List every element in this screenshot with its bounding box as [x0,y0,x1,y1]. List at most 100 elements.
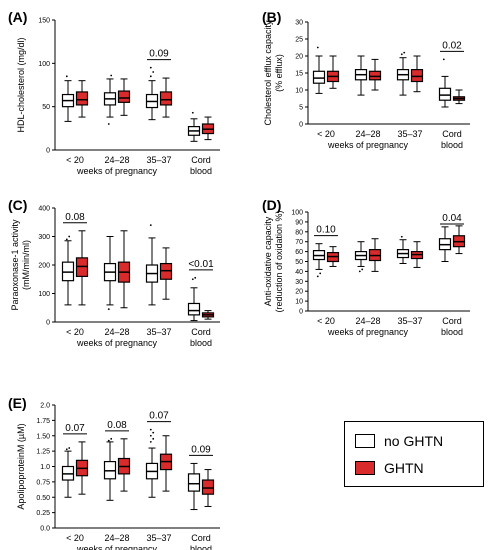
p-value-label: <0.01 [188,259,214,270]
box-no-ghtn [396,51,410,96]
y-axis-label-line: (mM/min/ml) [21,240,31,290]
p-value-label: 0.08 [107,420,127,431]
outlier-point [442,58,445,61]
y-tick-label: 0.25 [36,510,50,517]
outlier-point [152,431,155,434]
p-value-label: 0.07 [65,423,85,434]
panel-e: (E) 0.0 0.25 0.50 0.75 1.0 1.25 1.50 1.75 2.0 Apol… [8,395,220,550]
box-ghtn [201,310,215,320]
y-tick-label: 0.0 [40,526,50,533]
box-ghtn [117,438,131,492]
box-iqr [187,473,201,492]
x-axis-label: weeks of pregnancy [76,166,158,176]
box-no-ghtn [354,241,368,273]
outlier-point [68,447,71,449]
x-tick-label: Cord blood [190,533,212,550]
legend-label-no-ghtn: no GHTN [384,433,444,449]
outlier-point [65,238,68,241]
x-axis-label: weeks of pregnancy [76,338,158,348]
box-ghtn [410,241,424,268]
outlier-point [316,275,319,278]
box-iqr [410,68,424,83]
panel-b: (B) 0 5 10 15 20 25 30 Cholesterol efflux capaci… [262,9,470,150]
outlier-point [149,75,152,78]
panel-d: (D) 0 10 20 30 40 50 60 70 80 90 100 Anti-oxidative … [262,197,470,337]
p-value-label: 0.02 [442,40,462,51]
x-tick-label-line: blood [441,140,463,150]
x-tick-label-line: Cord [191,327,211,337]
y-tick-label: 90 [295,219,303,226]
y-tick-label: 1.0 [40,464,50,471]
outlier-point [68,235,71,238]
x-tick-label: < 20 [317,129,335,139]
y-tick-label: 2.0 [40,403,50,410]
outlier-point [65,448,68,451]
box-no-ghtn [354,55,368,96]
x-axis-label: weeks of pregnancy [327,327,409,337]
outlier-point [110,74,113,77]
outlier-point [400,53,403,56]
x-tick-label: < 20 [66,155,84,165]
outlier-point [107,308,110,311]
y-tick-label: 150 [38,18,50,25]
outlier-point [152,437,155,440]
x-tick-label: 24–28 [104,327,129,337]
x-tick-label-line: Cord [191,533,211,543]
outlier-point [107,439,110,442]
box-ghtn [201,116,215,141]
p-value-label: 0.09 [191,444,211,455]
outlier-point [191,111,194,114]
legend-item-ghtn: GHTN [355,459,424,477]
y-tick-label: 10 [295,299,303,306]
x-axis-label: weeks of pregnancy [76,544,158,550]
x-tick-label: 35–37 [397,129,422,139]
box-no-ghtn [187,462,201,511]
outlier-point [191,278,194,281]
box-iqr [368,70,382,81]
y-tick-label: 100 [291,210,303,217]
box-ghtn [410,55,424,93]
box-ghtn [75,230,89,306]
box-no-ghtn [312,46,326,94]
outlier-point [149,428,152,431]
x-tick-label-line: Cord [191,155,211,165]
box-iqr [201,479,215,495]
x-tick-label-line: Cord [442,316,462,326]
box-no-ghtn [438,58,452,108]
box-no-ghtn [312,243,326,278]
outlier-point [316,46,319,49]
outlier-point [361,268,364,271]
y-tick-label: 100 [38,61,50,68]
y-tick-label: 0.50 [36,495,50,502]
y-tick-label: 30 [295,279,303,286]
box-ghtn [452,225,466,255]
p-value-label: 0.04 [442,213,462,224]
y-axis-label-line: Cholesterol efflux capacity [263,20,273,125]
y-tick-label: 0 [299,309,303,316]
y-tick-label: 400 [38,206,50,213]
x-tick-label: < 20 [66,533,84,543]
panel-label: (C) [8,197,27,213]
y-tick-label: 1.25 [36,449,50,456]
outlier-point [358,270,361,273]
box-no-ghtn [187,276,201,322]
box-iqr [312,70,326,84]
box-no-ghtn [103,437,117,501]
y-tick-label: 0 [46,320,50,327]
x-tick-label: 24–28 [355,316,380,326]
outlier-point [65,75,68,78]
x-tick-label: Cord blood [190,155,212,176]
y-tick-label: 20 [295,54,303,61]
box-ghtn [326,55,340,89]
x-tick-label: Cord blood [190,327,212,348]
y-tick-label: 10 [295,88,303,95]
box-iqr [75,91,89,106]
y-tick-label: 0 [299,122,303,129]
y-tick-label: 15 [295,71,303,78]
y-axis-label-line: (reduction of oxidation %) [274,210,284,312]
outlier-point [149,66,152,69]
box-iqr [159,91,173,106]
box-no-ghtn [103,74,117,125]
box-ghtn [117,230,131,309]
